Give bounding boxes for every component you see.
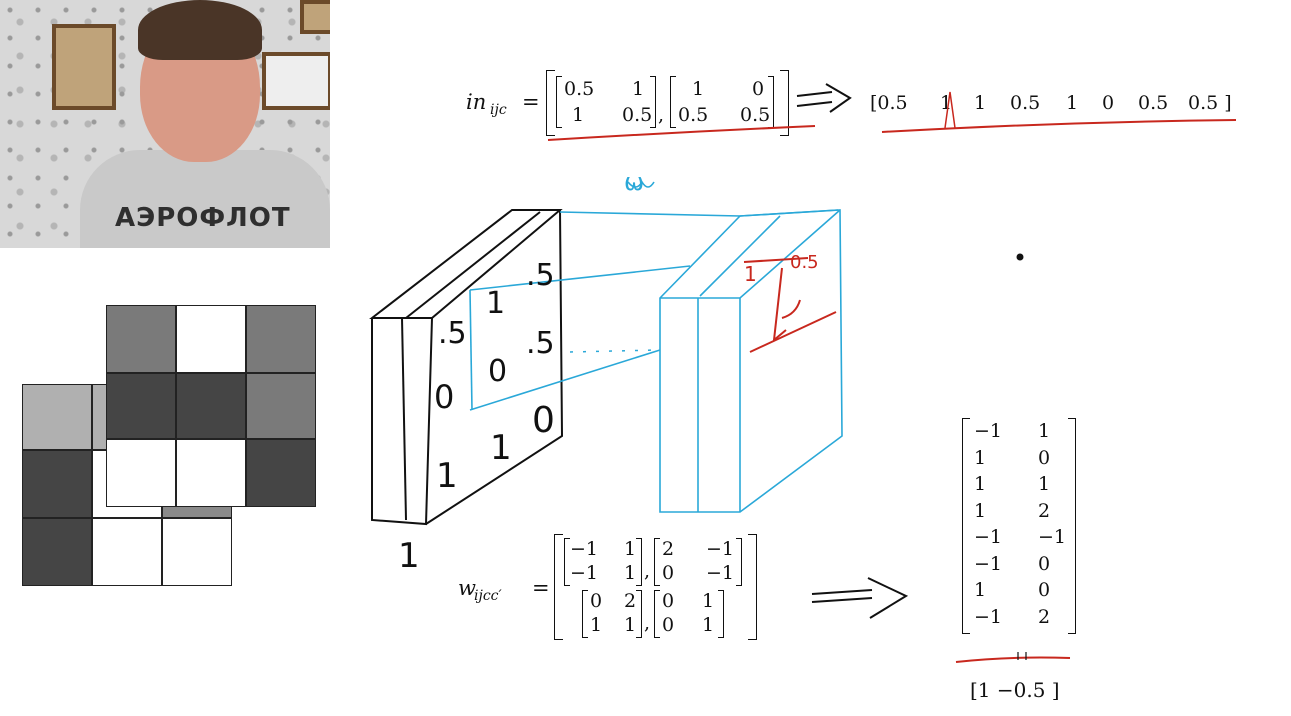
w-cell: 1 — [702, 614, 715, 636]
implies-arrow-bottom — [811, 577, 909, 619]
grid-cell — [106, 373, 176, 439]
result-cell: 1 — [974, 499, 987, 522]
grid-cell — [246, 439, 316, 507]
input-subscript: ijc — [490, 102, 507, 118]
result-cell: 2 — [1038, 499, 1051, 522]
red-filter-marks — [743, 257, 837, 353]
m1-cell: 1 — [572, 104, 585, 126]
flat-cell: 1 — [974, 92, 987, 114]
flat-cell: 0.5 ] — [1188, 92, 1232, 114]
w-cell: −1 — [570, 538, 599, 560]
flat-cell: [0.5 — [870, 92, 908, 114]
flat-cell: 0.5 — [1138, 92, 1169, 114]
weights-equation: w ijcc′ = −1 1 −1 1 , 2 −1 0 −1 0 2 1 1 … — [456, 532, 776, 644]
grid-cell — [246, 305, 316, 373]
m2-cell: 0 — [752, 78, 765, 100]
w-cell: 0 — [662, 614, 675, 636]
grid-cell — [176, 373, 246, 439]
result-cell: −1 — [974, 605, 1003, 628]
picture-frame-right — [262, 52, 330, 110]
w-cell: −1 — [706, 538, 735, 560]
grid-cell — [92, 518, 162, 586]
m1-bracket-left — [556, 76, 562, 128]
shirt-text: АЭРОФЛОТ — [115, 203, 291, 233]
result-cell: −1 — [1038, 526, 1067, 548]
result-cell: 1 — [1038, 473, 1051, 495]
result-cell: 0 — [1038, 446, 1051, 469]
m1-cell: 0.5 — [564, 78, 595, 100]
w-cell: 1 — [624, 562, 637, 584]
grid-cell — [176, 439, 246, 507]
person-hair — [138, 0, 262, 60]
webcam-video: АЭРОФЛОТ — [0, 0, 330, 248]
grid-cell — [106, 305, 176, 373]
input-equation: in ijc = 0.5 1 1 0.5 , 1 0 0.5 0.5 [0.5 … — [460, 70, 1260, 150]
m1-bracket-right — [650, 76, 656, 128]
weights-subscript: ijcc′ — [474, 588, 502, 604]
w-cell: 0 — [590, 590, 603, 612]
grid-cell — [176, 305, 246, 373]
result-cell: −1 — [974, 552, 1003, 575]
grid-cell — [22, 384, 92, 450]
picture-frame-top — [300, 0, 330, 34]
implies-arrow-top — [796, 83, 852, 113]
filter-sketch — [469, 180, 843, 513]
m1-cell: 0.5 — [622, 104, 653, 126]
m2-cell: 1 — [692, 78, 705, 100]
grid-cell — [22, 518, 92, 586]
weights-symbol: w — [458, 576, 476, 600]
omega-scribble — [627, 180, 655, 188]
w-cell: 1 — [590, 614, 603, 636]
w-cell: 1 — [624, 538, 637, 560]
equals-sign: = — [522, 90, 540, 114]
dot-mark — [1016, 253, 1024, 261]
result-cell: 1 — [1038, 420, 1051, 442]
result-cell: −1 — [974, 526, 1003, 548]
w-cell: 0 — [662, 562, 675, 584]
grid-cell — [162, 518, 232, 586]
w-cell: 1 — [702, 590, 715, 612]
w-cell: 2 — [662, 538, 675, 560]
w-cell: 2 — [624, 590, 637, 612]
red-split-mark — [944, 91, 956, 129]
red-underline-result — [955, 656, 1071, 663]
result-vector: [1 −0.5 ] — [970, 678, 1060, 702]
outer-bracket-right — [780, 70, 789, 136]
input-symbol: in — [466, 90, 487, 114]
result-cell: 1 — [974, 446, 987, 469]
result-cell: 2 — [1038, 605, 1051, 628]
grid-cell — [22, 450, 92, 518]
w-cell: −1 — [706, 562, 735, 584]
m1-cell: 1 — [632, 78, 645, 100]
outer-bracket-left — [546, 70, 555, 136]
flattened-vector: [0.5 1 1 0.5 1 0 0.5 0.5 ] — [870, 92, 1250, 122]
w-cell: −1 — [570, 562, 599, 584]
grid-cell — [106, 439, 176, 507]
m2-bracket-left — [670, 76, 676, 128]
flat-cell: 1 — [1066, 92, 1079, 114]
m2-cell: 0.5 — [740, 104, 771, 126]
result-cell: 1 — [974, 473, 987, 495]
result-cell: −1 — [974, 420, 1003, 442]
m2-cell: 0.5 — [678, 104, 709, 126]
flat-cell: 0.5 — [1010, 92, 1041, 114]
result-cell: 0 — [1038, 579, 1051, 601]
picture-frame — [52, 24, 116, 110]
red-underline-flat — [881, 119, 1237, 133]
red-underline-input — [547, 125, 816, 141]
w-cell: 0 — [662, 590, 675, 612]
w-cell: 1 — [624, 614, 637, 636]
result-cell: 1 — [974, 579, 987, 601]
grayscale-grids — [0, 0, 330, 716]
equals-sign: = — [532, 576, 550, 600]
flat-cell: 0 — [1102, 92, 1115, 114]
result-matrix: −1 1 1 0 1 1 1 2 −1 −1 −1 0 1 0 −1 2 — [962, 414, 1080, 636]
grid-cell — [246, 373, 316, 439]
input-volume-sketch — [369, 209, 564, 526]
result-cell: 0 — [1038, 552, 1051, 575]
person-shirt — [80, 150, 330, 248]
